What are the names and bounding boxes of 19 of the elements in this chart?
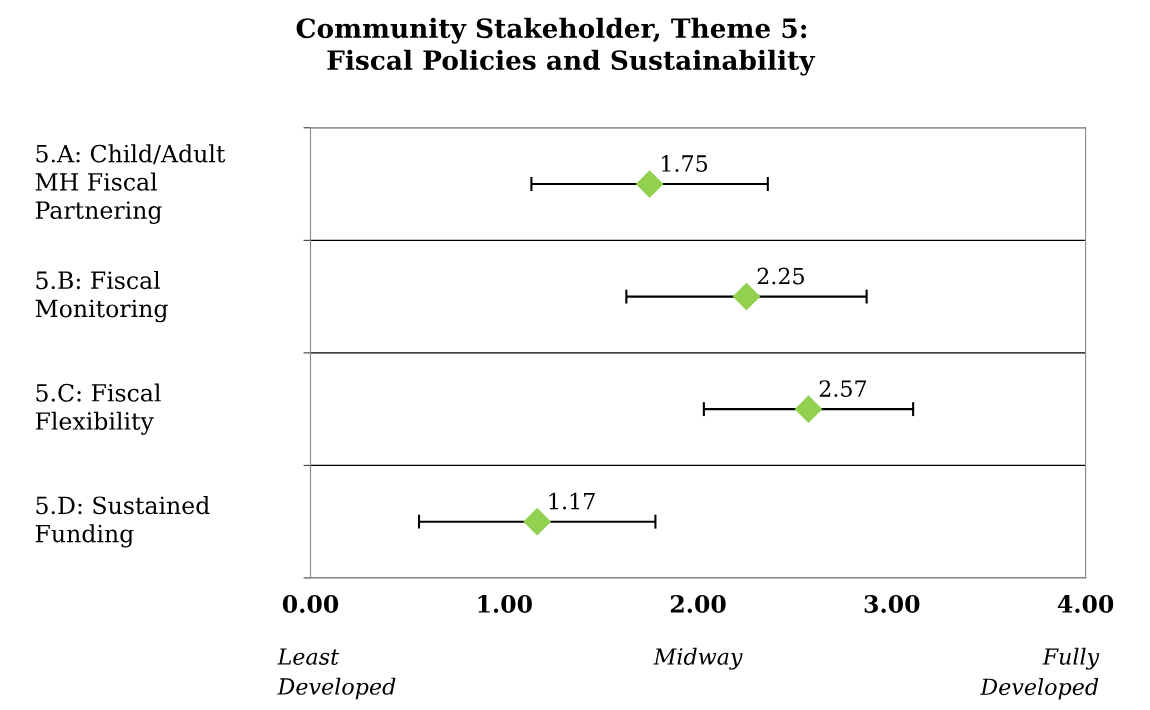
text: Midway: [653, 647, 743, 670]
y-tick-label: 5.B: Fiscal Monitoring: [35, 270, 168, 323]
data-label: 2.57: [819, 380, 867, 397]
x-tick-label: 3.00: [864, 595, 920, 613]
chart-title: Community Stakeholder, Theme 5: Fiscal Policies and Sustainability: [296, 17, 816, 76]
data-label: 1.17: [549, 492, 595, 510]
point: [794, 395, 823, 424]
x-tick-label: 4.00: [1057, 595, 1114, 613]
data-label: 2.25: [757, 267, 804, 285]
x-tick-label: 1.00: [478, 595, 532, 613]
y-tick-label: 5.D: Sustained Funding: [35, 495, 210, 548]
x-tick-label: 2.00: [670, 595, 726, 613]
data-label: 1.75: [662, 155, 708, 172]
y-tick-label: 5.C: Fiscal Flexibility: [35, 383, 161, 435]
text: Fully Developed: [980, 647, 1100, 700]
y-tick-label: 5.A: Child/Adult MH Fiscal Partnering: [35, 144, 226, 224]
point: [635, 170, 664, 198]
text: Least Developed: [277, 648, 396, 700]
x-tick-label: 0.00: [282, 595, 339, 613]
